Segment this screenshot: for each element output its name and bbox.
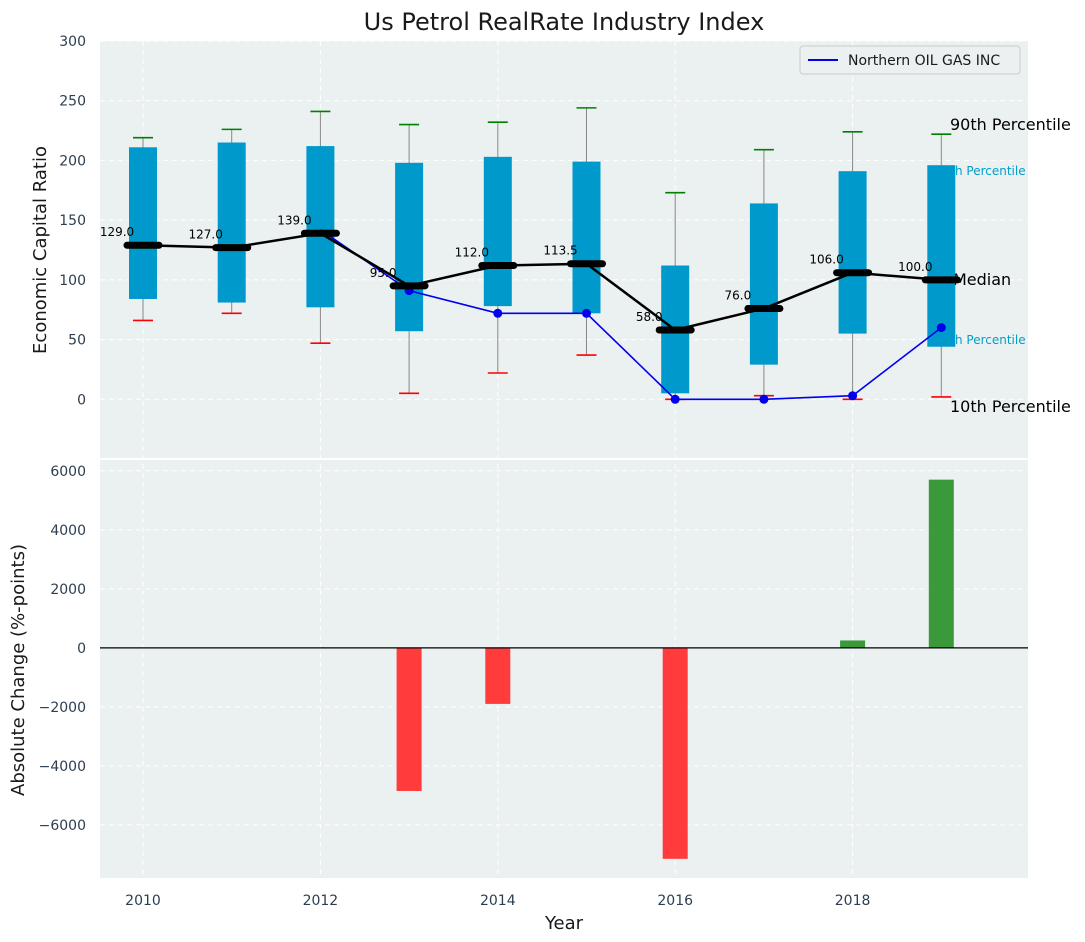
top-y-tick-label: 150 [59, 213, 86, 229]
iqr-box-2014 [483, 156, 512, 307]
bottom-y-tick-label: 2000 [50, 582, 86, 598]
median-label-2015: 113.5 [543, 244, 577, 258]
company-point-2019 [936, 323, 946, 333]
company-point-2018 [848, 391, 858, 401]
x-tick-label: 2018 [835, 893, 871, 909]
top-y-tick-label: 200 [59, 153, 86, 169]
x-tick-label: 2010 [125, 893, 161, 909]
iqr-box-2015 [572, 161, 601, 314]
bottom-y-tick-labels: −6000 −4000 −2000 0 2000 4000 6000 [39, 464, 86, 834]
iqr-box-2011 [217, 142, 246, 303]
change-bar-2014 [485, 647, 511, 704]
iqr-box-2018 [838, 171, 867, 334]
iqr-box-2019 [927, 165, 956, 347]
median-line [142, 231, 942, 332]
median-label-2017: 76.0 [725, 289, 752, 303]
legend-box [799, 45, 1021, 75]
top-y-tick-label: 100 [59, 273, 86, 289]
legend-entry-company: Northern OIL GAS INC [848, 53, 1000, 69]
company-point-2015 [582, 308, 591, 318]
top-y-tick-label: 50 [68, 333, 86, 349]
company-point-2016 [670, 394, 680, 404]
bottom-y-axis-label: Absolute Change (%-points) [8, 544, 29, 796]
x-tick-labels: 2010 2012 2014 2016 2018 [125, 893, 870, 909]
median-label-2010: 129.0 [100, 225, 134, 239]
bottom-y-tick-label: −4000 [39, 759, 86, 775]
change-bars [100, 479, 1028, 859]
top-panel-background [100, 41, 1028, 459]
top-y-tick-labels: 0 50 100 150 200 250 300 [59, 34, 86, 408]
median-label-2013: 95.0 [370, 266, 397, 280]
legend: Northern OIL GAS INC [799, 45, 1021, 75]
x-tick-label: 2016 [657, 893, 693, 909]
median-label-2011: 127.0 [189, 228, 223, 242]
bottom-y-tick-label: −6000 [39, 818, 86, 834]
company-line [319, 229, 942, 401]
iqr-box-2010 [129, 147, 157, 299]
top-y-tick-label: 300 [59, 34, 86, 50]
change-bar-2013 [396, 647, 422, 791]
change-bar-2018 [840, 640, 866, 648]
company-series [319, 229, 946, 404]
company-point-2014 [493, 308, 503, 318]
iqr-box-2017 [749, 203, 778, 365]
median-label-2018: 106.0 [809, 253, 843, 267]
background-layer [100, 40, 1028, 878]
x-tick-label: 2014 [480, 893, 516, 909]
chart-title: Us Petrol RealRate Industry Index [364, 8, 765, 36]
change-bar-2019 [928, 479, 954, 648]
change-bar-2016 [662, 647, 688, 859]
median-label-2016: 58.0 [636, 310, 663, 324]
company-point-2017 [759, 394, 769, 404]
median-label-2014: 112.0 [455, 246, 489, 260]
band-label-p25: 25th Percentile [935, 333, 1026, 347]
top-y-tick-label: 0 [77, 392, 86, 408]
median-series: 129.0 127.0 139.0 95.0 112.0 113.5 58.0 76.0 106… [100, 213, 961, 334]
iqr-box-2013 [395, 162, 424, 332]
x-axis-label: Year [544, 913, 584, 934]
bottom-y-tick-label: 4000 [50, 523, 86, 539]
band-label-p10: 10th Percentile [950, 397, 1071, 416]
top-y-axis-label: Economic Capital Ratio [30, 146, 51, 354]
top-y-tick-label: 250 [59, 94, 86, 110]
iqr-box-2012 [306, 146, 335, 308]
median-label-2012: 139.0 [277, 213, 311, 227]
band-label-p75: 75th Percentile [935, 164, 1026, 178]
band-label-p90: 90th Percentile [950, 115, 1071, 134]
bottom-y-tick-label: 6000 [50, 464, 86, 480]
band-label-median: Median [953, 270, 1011, 289]
median-label-2019: 100.0 [898, 260, 932, 274]
bottom-y-tick-label: −2000 [39, 700, 86, 716]
bottom-y-tick-label: 0 [77, 641, 86, 657]
bottom-panel-background [100, 459, 1028, 878]
x-tick-label: 2012 [303, 893, 339, 909]
